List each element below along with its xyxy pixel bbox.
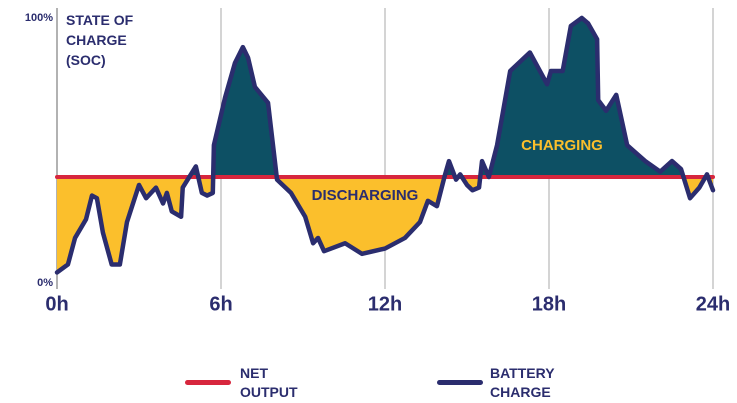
y-tick-label: 100% [25, 12, 53, 24]
legend-swatch [437, 380, 483, 385]
charging-area [57, 18, 713, 177]
x-tick-label: 12h [368, 293, 402, 315]
annotation: CHARGING [521, 137, 603, 154]
legend-label: NET OUTPUT [240, 365, 298, 400]
x-tick-label: 18h [532, 293, 566, 315]
legend-swatch [185, 380, 231, 385]
y-axis-label: STATE OF CHARGE (SOC) [66, 12, 134, 68]
legend-label: BATTERY CHARGE [490, 365, 555, 400]
battery-line [54, 15, 716, 275]
x-tick-label: 24h [696, 293, 730, 315]
x-tick-label: 6h [209, 293, 232, 315]
y-tick-label: 0% [37, 277, 53, 289]
annotation: DISCHARGING [312, 187, 419, 204]
discharging-area [57, 177, 713, 273]
x-tick-label: 0h [45, 293, 68, 315]
